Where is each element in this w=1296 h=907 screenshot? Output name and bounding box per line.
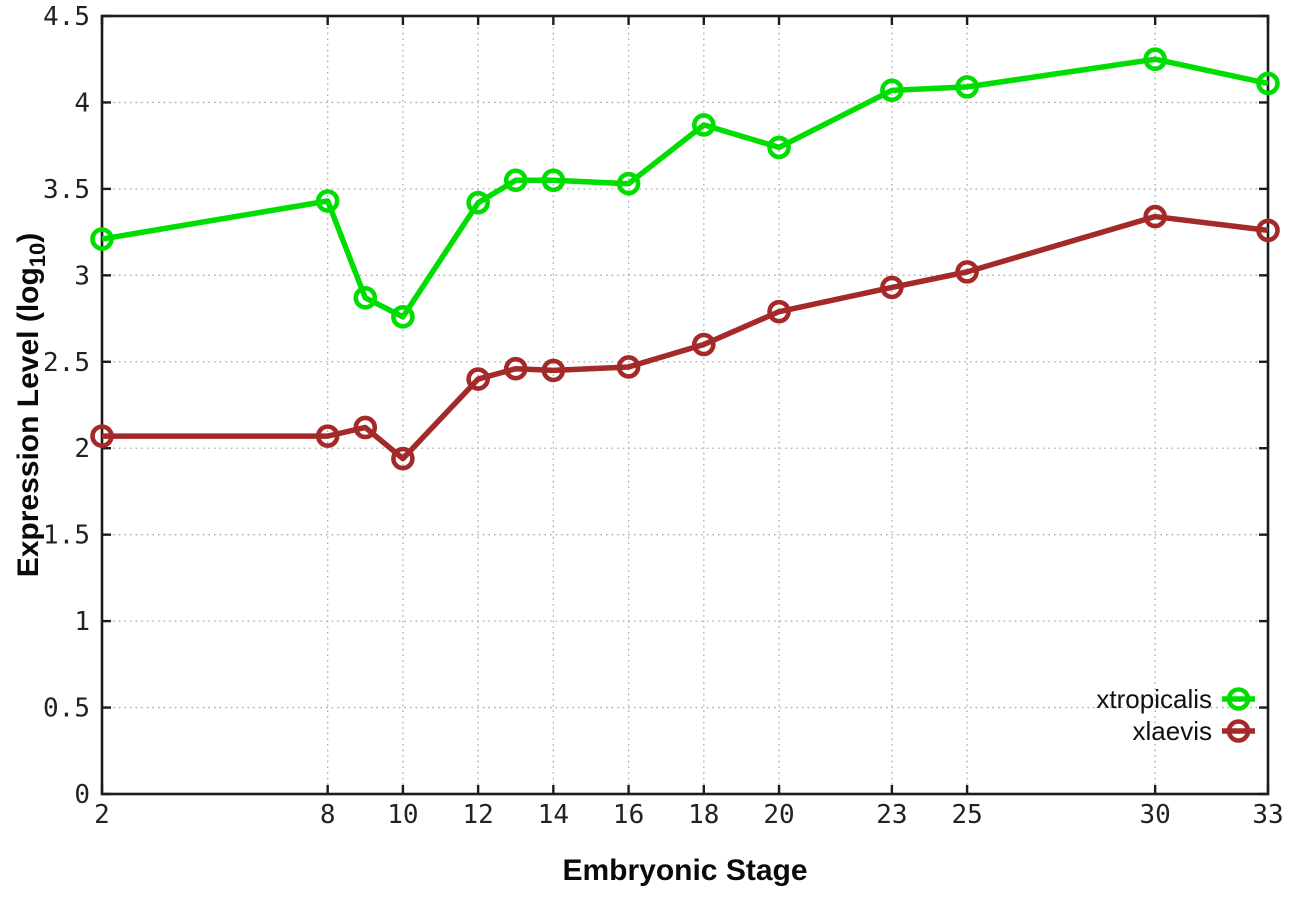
x-tick-label: 8 bbox=[320, 800, 336, 830]
x-tick-label: 12 bbox=[462, 800, 493, 830]
legend-label-xtropicalis: xtropicalis bbox=[1096, 684, 1212, 714]
y-tick-label: 4 bbox=[74, 88, 90, 118]
x-axis-title: Embryonic Stage bbox=[562, 854, 807, 887]
y-tick-label: 1.5 bbox=[43, 521, 90, 551]
y-tick-label: 1 bbox=[74, 607, 90, 637]
series-line-xtropicalis bbox=[101, 56, 1269, 320]
y-tick-label: 3 bbox=[74, 261, 90, 291]
legend-marker-point-xlaevis bbox=[1226, 719, 1251, 743]
y-tick-label: 3.5 bbox=[43, 175, 90, 205]
x-tick-label: 2 bbox=[94, 800, 110, 830]
x-tick-label: 33 bbox=[1252, 800, 1283, 830]
plot-border bbox=[100, 14, 1270, 796]
y-axis-title: Expression Level (log10) bbox=[12, 233, 50, 578]
y-tick-label: 2 bbox=[74, 434, 90, 464]
y-tick-label: 0 bbox=[74, 780, 90, 810]
x-tick-label: 10 bbox=[387, 800, 418, 830]
x-tick-label: 23 bbox=[876, 800, 907, 830]
tick-marks bbox=[100, 14, 1270, 796]
x-tick-label: 14 bbox=[538, 800, 569, 830]
series-line-xlaevis bbox=[102, 213, 1269, 462]
gridlines bbox=[102, 16, 1268, 794]
data-point-xlaevis bbox=[391, 446, 415, 471]
x-tick-label: 30 bbox=[1140, 800, 1171, 830]
y-tick-label: 4.5 bbox=[43, 2, 90, 32]
data-point-xtropicalis bbox=[353, 286, 378, 310]
series-xtropicalis bbox=[90, 47, 1280, 329]
y-tick-label: 0.5 bbox=[43, 694, 90, 724]
x-tick-label: 18 bbox=[688, 800, 719, 830]
legend-marker-point-xtropicalis bbox=[1226, 687, 1251, 711]
series-xlaevis bbox=[90, 204, 1280, 471]
y-tick-label: 2.5 bbox=[43, 348, 90, 378]
x-tick-label: 16 bbox=[613, 800, 644, 830]
x-tick-label: 20 bbox=[763, 800, 794, 830]
data-point-xtropicalis bbox=[466, 190, 490, 215]
x-tick-label: 25 bbox=[951, 800, 982, 830]
data-point-xtropicalis bbox=[391, 305, 415, 329]
legend-label-xlaevis: xlaevis bbox=[1133, 716, 1212, 746]
